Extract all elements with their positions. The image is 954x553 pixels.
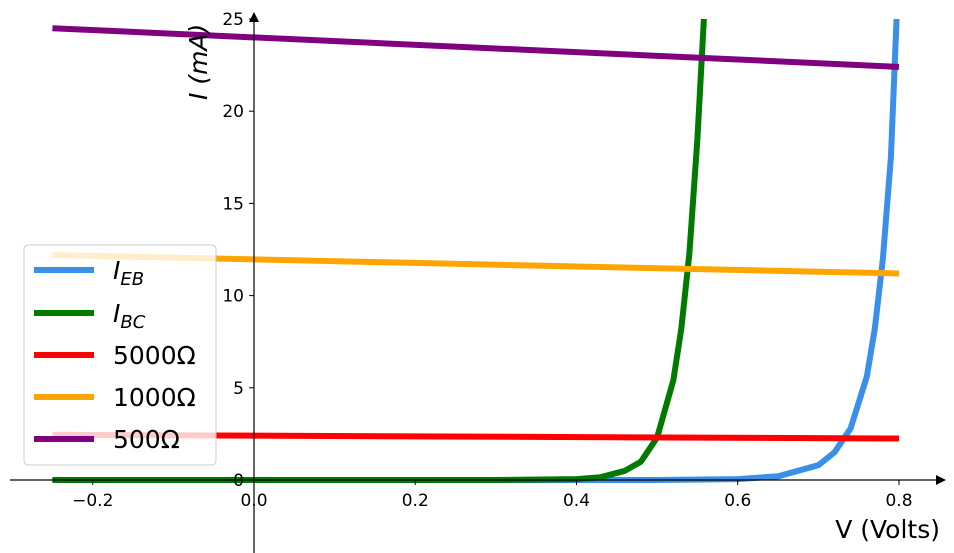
y-tick-label: 10	[222, 287, 244, 307]
y-axis-arrow	[249, 12, 259, 22]
x-tick-label: 0.2	[402, 491, 429, 511]
legend-label-0: IEB	[113, 256, 144, 290]
x-tick-label: 0.0	[240, 491, 267, 511]
series-line-4	[52, 25, 900, 70]
legend-label-1: IBC	[113, 299, 146, 333]
x-tick-label: 0.8	[885, 491, 912, 511]
x-tick-label: 0.4	[563, 491, 590, 511]
y-tick-label: 15	[222, 194, 244, 214]
x-tick-label: 0.6	[724, 491, 751, 511]
y-axis-title: I (mA)	[184, 24, 213, 100]
legend-label-3: 1000Ω	[113, 383, 196, 412]
y-tick-label: 5	[233, 379, 244, 399]
legend-label-4: 500Ω	[113, 425, 180, 454]
x-tick-label: −0.2	[72, 491, 113, 511]
legend-items: IEB IBC 5000Ω 1000Ω 500Ω	[34, 256, 196, 454]
x-axis-title: V (Volts)	[835, 515, 940, 544]
y-tick-label: 25	[222, 10, 244, 30]
y-ticks: 0 5 10 15 20 25	[222, 10, 254, 491]
y-tick-label: 20	[222, 102, 244, 122]
legend-box	[23, 244, 217, 466]
x-axis-arrow	[936, 475, 946, 485]
x-ticks: −0.2 0.0 0.2 0.4 0.6 0.8	[72, 480, 913, 511]
y-tick-label: 0	[233, 471, 244, 491]
legend-label-2: 5000Ω	[113, 341, 196, 370]
legend: IEB IBC 5000Ω 1000Ω 500Ω	[23, 244, 217, 466]
